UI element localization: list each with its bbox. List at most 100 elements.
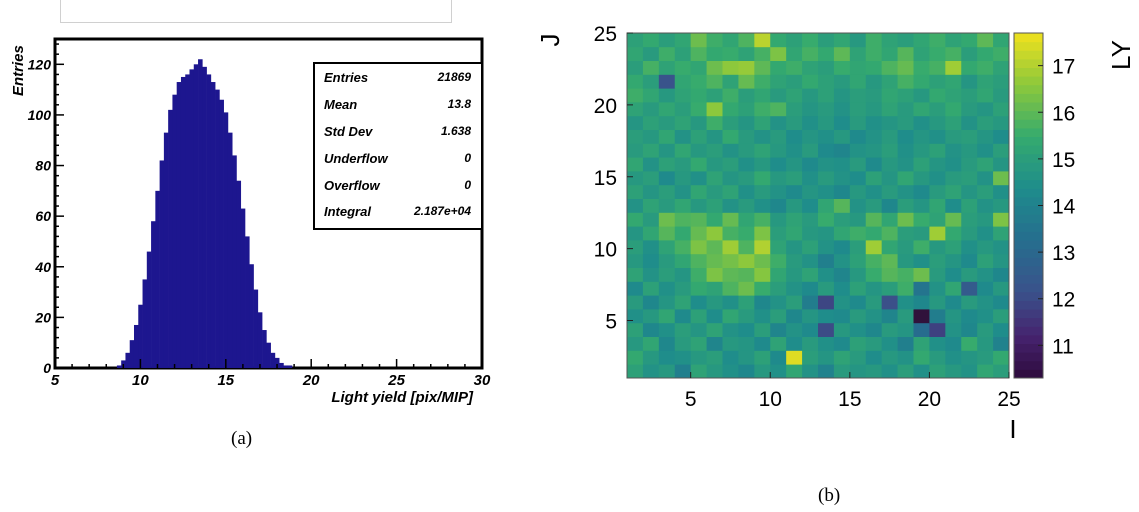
heatmap-cell: [706, 198, 723, 213]
heatmap-cell: [802, 129, 819, 144]
histogram-bar: [253, 289, 259, 368]
heatmap-cell: [945, 33, 962, 48]
heatmap-cell: [993, 33, 1010, 48]
heatmap-cell: [865, 143, 883, 158]
heatmap-cell: [929, 336, 946, 351]
heatmap-cell: [642, 364, 660, 379]
heatmap-cell: [754, 102, 771, 117]
histogram-bar: [142, 279, 148, 368]
heatmap-cell: [690, 33, 707, 48]
heatmap-cell: [961, 240, 978, 255]
heatmap-cell: [786, 350, 803, 365]
heatmap-cell: [627, 60, 644, 75]
heatmap-cell: [913, 226, 930, 241]
heatmap-cell: [738, 115, 755, 130]
heatmap-cell: [642, 171, 660, 186]
heatmap-cell: [786, 171, 803, 186]
heatmap-cell: [945, 74, 962, 89]
heatmap-cell: [945, 129, 962, 144]
heatmap-cell: [802, 33, 819, 48]
histogram-bar: [287, 365, 293, 368]
heatmap-cell: [658, 33, 676, 48]
heatmap-cell: [881, 143, 898, 158]
heatmap-cell: [706, 143, 723, 158]
heatmap-cell: [881, 74, 898, 89]
stat-value: 1.638: [440, 124, 471, 138]
heatmap-cell: [849, 115, 867, 130]
heatmap-cell: [642, 115, 660, 130]
heatmap-cell: [977, 198, 994, 213]
heatmap-cell: [961, 88, 978, 103]
heatmap-cell: [849, 198, 867, 213]
heatmap-cell: [754, 184, 771, 199]
heatmap-cell: [722, 171, 739, 186]
heatmap-cell: [961, 115, 978, 130]
heatmap-cell: [690, 364, 707, 379]
heatmap-cell: [977, 184, 994, 199]
heatmap-cell: [818, 364, 835, 379]
heatmap-cell: [658, 115, 676, 130]
heatmap-cell: [786, 322, 803, 337]
heatmap-cell: [754, 322, 771, 337]
heatmap-cell: [627, 129, 644, 144]
heatmap-cell: [738, 157, 755, 172]
histogram-bar: [180, 76, 186, 368]
heatmap-cell: [818, 226, 835, 241]
heatmap-cell: [993, 240, 1010, 255]
heatmap-cell: [786, 46, 803, 61]
heatmap-cell: [770, 198, 787, 213]
heatmap-cell: [690, 267, 707, 282]
histogram-bar: [236, 180, 242, 368]
colorbar-segment: [1014, 33, 1043, 43]
heatmap-y-tick-label: 20: [594, 95, 617, 118]
heatmap-cell: [770, 350, 787, 365]
heatmap-cell: [929, 240, 946, 255]
heatmap-cell: [722, 322, 739, 337]
heatmap-cell: [818, 309, 835, 324]
heatmap-cell: [658, 74, 676, 89]
heatmap-cell: [833, 46, 851, 61]
heatmap-cell: [993, 253, 1010, 268]
heatmap-cell: [865, 253, 883, 268]
heatmap-cell: [642, 129, 660, 144]
heatmap-cell: [786, 295, 803, 310]
heatmap-cell: [993, 295, 1010, 310]
heatmap-axes: 5 10 15 20 25 5 10 15 20 25: [594, 23, 1021, 411]
y-tick-label: 120: [28, 56, 52, 72]
heatmap-cell: [881, 88, 898, 103]
heatmap-cell: [961, 171, 978, 186]
heatmap-cell: [706, 295, 723, 310]
heatmap-cell: [690, 171, 707, 186]
heatmap-cell: [977, 281, 994, 296]
heatmap-cell: [865, 88, 883, 103]
heatmap-cell: [929, 171, 946, 186]
heatmap-cell: [802, 226, 819, 241]
heatmap-cell: [945, 226, 962, 241]
heatmap-cell: [977, 46, 994, 61]
heatmap-cell: [977, 60, 994, 75]
heatmap-y-axis-label: J: [535, 34, 565, 47]
heatmap-cell: [993, 350, 1010, 365]
heatmap-cell: [722, 129, 739, 144]
heatmap-cell: [881, 198, 898, 213]
heatmap-cell: [833, 88, 851, 103]
heatmap-cell: [945, 253, 962, 268]
heatmap-cell: [690, 88, 707, 103]
heatmap-cell: [865, 115, 883, 130]
heatmap-cell: [993, 102, 1010, 117]
heatmap-cell: [993, 46, 1010, 61]
heatmap-cell: [754, 60, 771, 75]
heatmap-cell: [642, 267, 660, 282]
heatmap-cell: [658, 281, 676, 296]
heatmap-cell: [722, 88, 739, 103]
colorbar-segment: [1014, 343, 1043, 353]
heatmap-cell: [706, 157, 723, 172]
heatmap-cell: [706, 171, 723, 186]
heatmap-cell: [833, 33, 851, 48]
heatmap-cell: [945, 267, 962, 282]
heatmap-cell: [961, 184, 978, 199]
heatmap-cell: [913, 143, 930, 158]
heatmap-cell: [770, 267, 787, 282]
heatmap-y-tick-label: 5: [605, 311, 617, 334]
heatmap-cell: [754, 226, 771, 241]
